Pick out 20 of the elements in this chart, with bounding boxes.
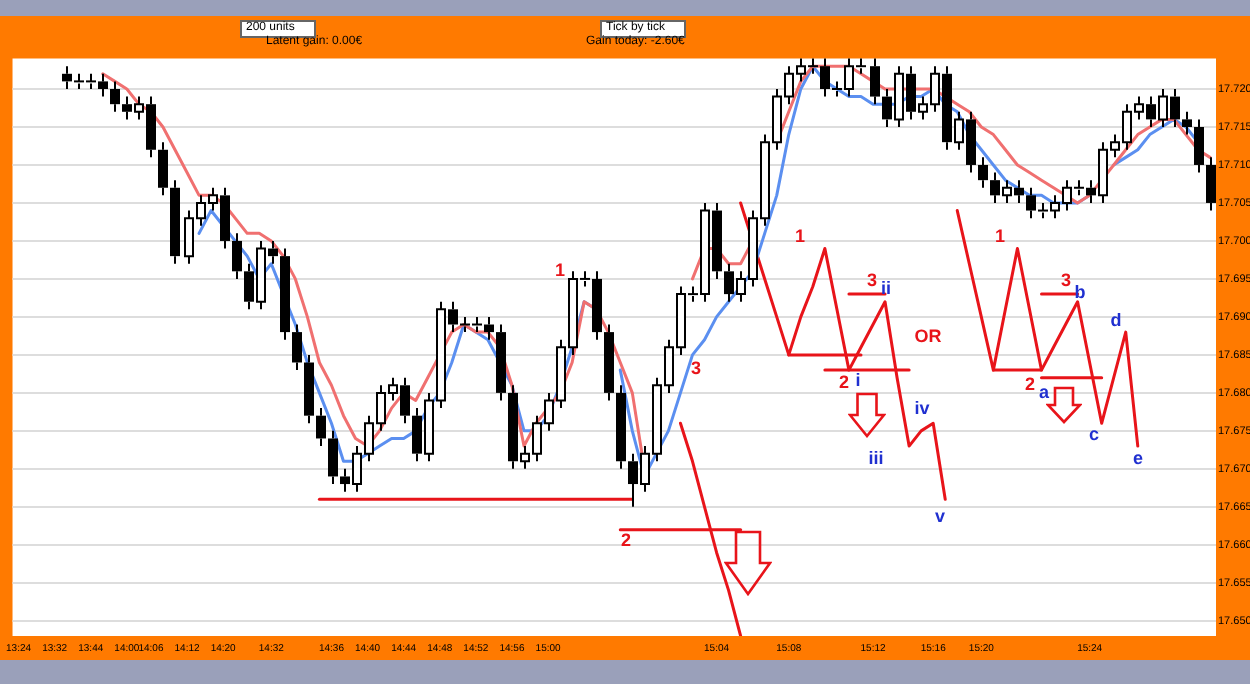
annotation: d xyxy=(1110,310,1122,330)
annotation: 1 xyxy=(994,226,1006,246)
annotation: c xyxy=(1088,424,1100,444)
annotation: a xyxy=(1038,382,1050,402)
annotation: e xyxy=(1132,448,1144,468)
annotation: 3 xyxy=(690,358,702,378)
annotation: 1 xyxy=(554,260,566,280)
annotation: 2 xyxy=(620,530,632,550)
annotation: b xyxy=(1074,282,1086,302)
annotation: v xyxy=(934,506,946,526)
annotation: 3 xyxy=(866,270,878,290)
annotation: iii xyxy=(868,448,884,468)
annotation: 3 xyxy=(1060,270,1072,290)
annotation: 2 xyxy=(838,372,850,392)
annotation: OR xyxy=(914,326,942,346)
annotation: iv xyxy=(914,398,930,418)
annotation: 1 xyxy=(794,226,806,246)
annotation: ii xyxy=(880,278,892,298)
annotation: 2 xyxy=(1024,374,1036,394)
annotation: i xyxy=(855,370,861,390)
